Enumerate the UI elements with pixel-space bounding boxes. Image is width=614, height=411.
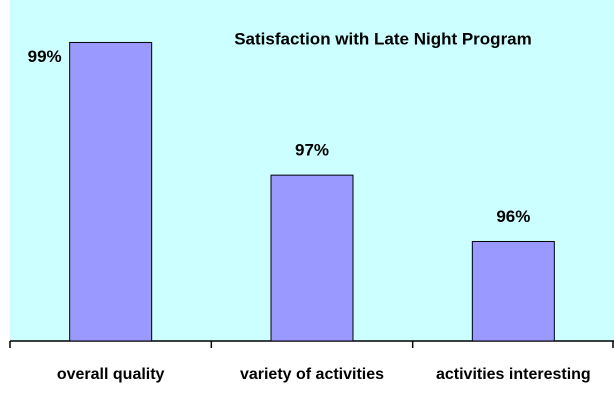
bar xyxy=(471,240,555,342)
data-label: 97% xyxy=(295,141,329,160)
x-tick-label: variety of activities xyxy=(239,366,385,383)
x-tick-label: overall quality xyxy=(56,366,165,383)
bar xyxy=(69,41,153,342)
data-label: 99% xyxy=(28,47,62,66)
data-label: 96% xyxy=(496,207,530,226)
chart-title: Satisfaction with Late Night Program xyxy=(234,29,532,48)
x-tick-label: activities interesting xyxy=(435,366,591,383)
bar xyxy=(270,174,354,342)
